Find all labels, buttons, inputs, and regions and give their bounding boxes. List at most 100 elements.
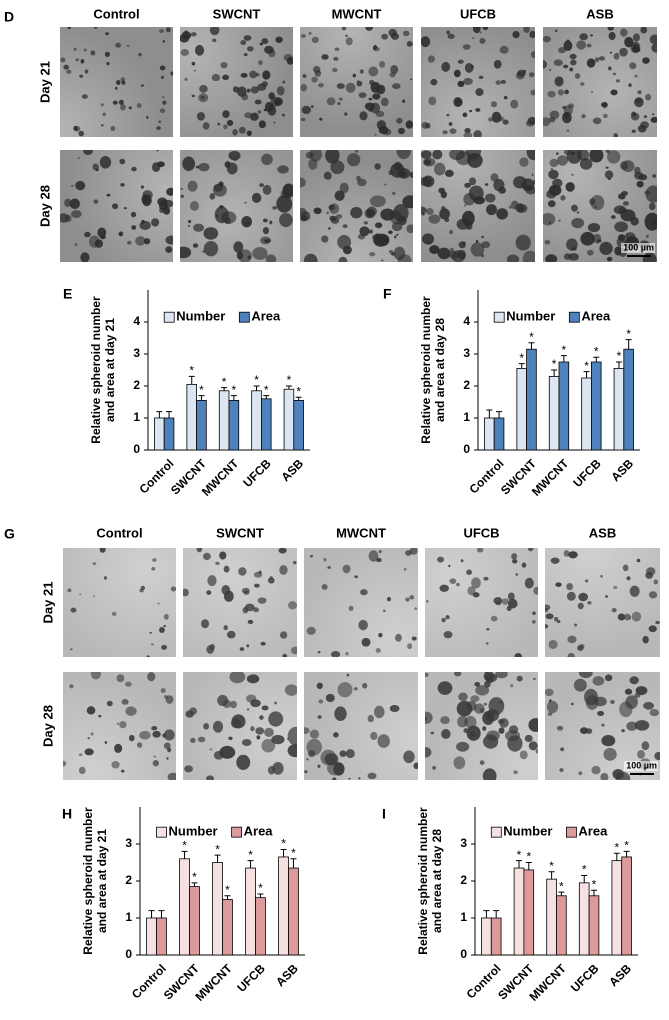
cell xyxy=(347,153,361,167)
micrograph-cells xyxy=(545,672,660,780)
cell xyxy=(367,772,377,780)
cell xyxy=(587,222,601,233)
cell xyxy=(286,737,290,741)
x-tick-label: MWCNT xyxy=(526,961,569,1004)
cell xyxy=(631,129,636,133)
cell xyxy=(406,224,413,234)
cell xyxy=(146,655,150,657)
micrograph-cells xyxy=(304,673,418,780)
cell xyxy=(309,729,320,739)
cell xyxy=(636,558,641,563)
cell xyxy=(229,700,237,709)
cell xyxy=(426,600,429,603)
cell xyxy=(644,190,651,195)
cell xyxy=(393,246,406,261)
cell xyxy=(182,156,196,172)
cell xyxy=(333,56,339,61)
cell xyxy=(458,692,468,702)
y-axis-label: Relative spheroid number xyxy=(419,296,433,444)
cell xyxy=(199,84,208,93)
cell xyxy=(618,207,627,214)
cell xyxy=(180,187,184,190)
y-tick-label: 1 xyxy=(460,910,467,924)
cell xyxy=(374,163,381,170)
cell xyxy=(95,168,99,172)
cell xyxy=(650,116,657,123)
cell xyxy=(457,80,465,88)
cell xyxy=(475,685,490,696)
significance-star: * xyxy=(222,375,227,389)
cell xyxy=(301,211,311,221)
cell xyxy=(354,687,358,691)
micrograph-cells xyxy=(60,27,173,137)
cell xyxy=(222,74,230,80)
cell xyxy=(467,153,483,168)
cell xyxy=(652,174,657,178)
cell xyxy=(380,97,389,107)
micrograph-cells xyxy=(67,548,176,657)
legend-swatch xyxy=(231,826,243,838)
cell xyxy=(116,80,121,85)
cell xyxy=(605,595,608,598)
significance-star: * xyxy=(552,357,557,371)
cell xyxy=(566,129,570,132)
cell xyxy=(219,551,227,560)
cell xyxy=(456,582,460,587)
cell xyxy=(209,27,220,36)
cell xyxy=(184,765,194,773)
cell xyxy=(254,99,262,105)
x-tick-label: ASB xyxy=(278,456,306,484)
significance-star: * xyxy=(594,344,599,358)
cell xyxy=(426,208,434,215)
micrograph xyxy=(425,548,538,657)
cell xyxy=(327,566,331,569)
cell xyxy=(557,89,565,96)
micrograph-cells xyxy=(543,150,657,262)
cell xyxy=(261,738,276,753)
cell xyxy=(550,167,554,171)
cell xyxy=(317,715,322,719)
cell xyxy=(468,177,477,186)
cell xyxy=(425,747,432,758)
micrograph-cells xyxy=(180,150,293,262)
cell xyxy=(246,130,252,136)
cell xyxy=(330,650,341,657)
cell xyxy=(106,61,110,66)
cell xyxy=(590,195,605,211)
bar xyxy=(222,899,233,956)
significance-star: * xyxy=(592,877,597,891)
cell xyxy=(104,740,108,744)
cell xyxy=(423,159,432,166)
cell xyxy=(606,256,613,262)
cell xyxy=(258,120,266,129)
cell xyxy=(105,32,109,36)
cell xyxy=(507,735,523,752)
error-bar xyxy=(290,858,297,869)
cell xyxy=(553,59,563,66)
cell xyxy=(571,204,578,212)
cell xyxy=(615,79,620,83)
cell xyxy=(183,588,189,597)
cell xyxy=(259,42,264,46)
cell xyxy=(545,688,554,697)
y-axis-label: Relative spheroid number xyxy=(89,296,103,444)
cell xyxy=(262,184,272,195)
cell xyxy=(359,69,364,74)
cell xyxy=(257,83,267,91)
cell xyxy=(153,755,156,758)
cell xyxy=(121,699,129,705)
cell xyxy=(402,30,410,37)
cell xyxy=(508,598,518,609)
error-bar xyxy=(198,395,205,401)
cell xyxy=(607,150,621,164)
cell xyxy=(651,43,657,53)
cell xyxy=(443,631,453,639)
cell xyxy=(390,64,399,75)
error-bar xyxy=(295,396,302,401)
cell xyxy=(271,734,285,745)
cell xyxy=(380,208,395,221)
panel-letter: I xyxy=(382,806,386,822)
cell xyxy=(441,206,446,211)
cell xyxy=(292,560,297,565)
cell xyxy=(556,725,564,731)
